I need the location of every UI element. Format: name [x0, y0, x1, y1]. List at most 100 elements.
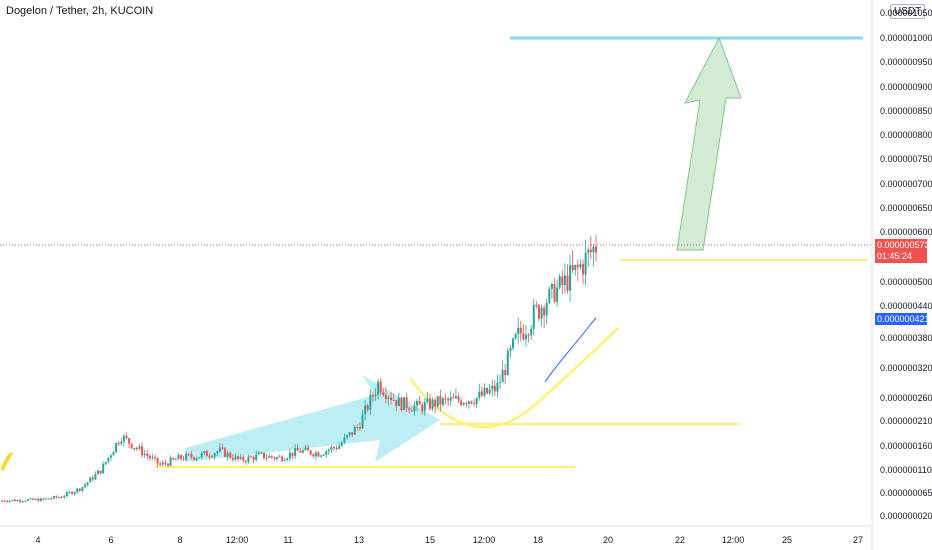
candle-body [128, 438, 131, 444]
candle-body [226, 452, 229, 457]
candle-body [327, 449, 330, 452]
candle-body [335, 447, 338, 449]
candle-body [595, 246, 597, 253]
cyan-trend-arrow[interactable] [185, 375, 440, 462]
green-arrow-up[interactable] [676, 36, 742, 251]
candle-body [504, 370, 507, 376]
candle-body [506, 350, 509, 376]
candle-body [543, 307, 546, 316]
time-tick-label: 8 [177, 535, 182, 545]
candle-body [423, 402, 426, 412]
candle-body [462, 403, 465, 405]
candle-body [96, 470, 99, 475]
candle-body [71, 492, 74, 494]
candle-body [431, 399, 434, 409]
price-tick-label: 0.000000850 [880, 106, 932, 116]
candle-body [1, 500, 3, 502]
candle-body [159, 463, 162, 465]
candle-body [143, 453, 146, 456]
time-tick-label: 13 [354, 535, 364, 545]
candle-body [452, 397, 455, 399]
candle-body [532, 304, 535, 329]
candle-body [257, 452, 260, 455]
candle-body [395, 400, 398, 407]
time-tick-label: 12:00 [473, 535, 496, 545]
candle-body [221, 447, 224, 449]
candle-body [58, 497, 61, 499]
candle-body [133, 448, 136, 450]
candle-body [86, 482, 89, 485]
candle-body [109, 455, 112, 458]
candle-body [291, 452, 294, 456]
candle-body [436, 396, 439, 407]
candle-body [307, 447, 310, 451]
candle-body [392, 399, 395, 401]
candle-body [522, 333, 525, 340]
candle-body [535, 304, 538, 306]
candle-body [382, 392, 385, 396]
candle-body [540, 307, 543, 319]
candle-body [509, 348, 512, 351]
candle-body [91, 477, 94, 480]
candle-body [192, 457, 195, 460]
candle-body [252, 456, 255, 460]
time-tick-label: 11 [283, 535, 292, 545]
candle-body [42, 498, 45, 500]
candle-body [265, 457, 268, 459]
candle-body [213, 453, 216, 457]
candle-body [426, 398, 429, 403]
candle-body [16, 500, 19, 502]
price-tick-label: 0.000000950 [880, 57, 932, 67]
candle-body [447, 398, 450, 401]
candle-body [384, 395, 387, 399]
candle-body [364, 405, 367, 415]
candle-body [37, 498, 40, 502]
candle-body [377, 381, 380, 395]
candle-body [172, 457, 175, 460]
candle-body [205, 451, 208, 457]
candle-body [169, 457, 172, 466]
candle-body [3, 500, 6, 502]
candle-body [358, 427, 361, 429]
candle-body [130, 443, 133, 449]
candle-body [465, 403, 468, 405]
candle-body [120, 441, 123, 444]
candle-body [26, 499, 29, 502]
candle-body [304, 447, 307, 451]
price-tick-label: 0.000000500 [880, 277, 932, 287]
candle-body [403, 397, 406, 411]
cup-curve[interactable] [408, 327, 619, 429]
candle-body [317, 452, 320, 457]
candle-body [413, 405, 416, 412]
candle-body [371, 394, 374, 397]
candle-body [330, 447, 333, 450]
candle-body [387, 397, 390, 399]
candle-body [478, 391, 481, 398]
currency-unit-badge[interactable]: USDT [890, 4, 926, 19]
candle-body [112, 451, 115, 456]
candle-body [65, 492, 68, 497]
price-tick-label: 0.000001000 [880, 33, 932, 43]
candle-body [138, 446, 141, 449]
candle-body [408, 408, 411, 411]
candle-body [187, 454, 190, 456]
candle-body [483, 387, 486, 396]
candle-body [473, 403, 476, 405]
price-tick-label: 0.000000110 [880, 465, 932, 475]
candle-body [410, 410, 413, 412]
time-axis-ticks: 4 6 8 12:00 11 13 15 12:00 18 20 22 12:00 25 27 [35, 535, 863, 545]
candle-body [237, 456, 240, 459]
candle-body [301, 450, 304, 453]
price-tick-label: 0.000000380 [880, 333, 932, 343]
candle-body [449, 397, 452, 401]
candle-body [283, 459, 286, 461]
candle-body [545, 302, 548, 316]
candle-body [421, 404, 424, 412]
candle-body [146, 453, 149, 456]
candle-body [286, 458, 289, 460]
candle-body [78, 488, 81, 491]
candle-body [418, 401, 421, 405]
candle-body [353, 427, 356, 435]
candle-body [94, 474, 97, 480]
